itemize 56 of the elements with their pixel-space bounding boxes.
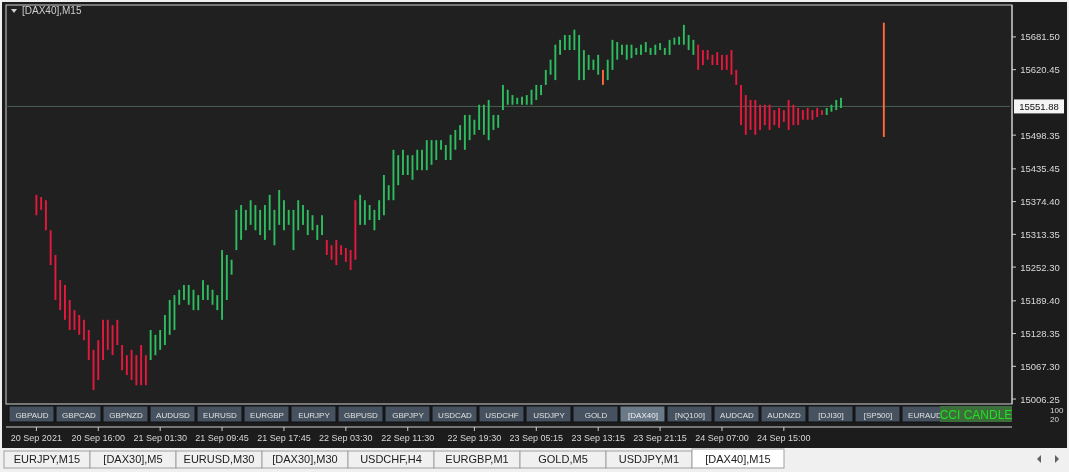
text: [SP500] xyxy=(863,411,893,420)
text: EURJPY,M15 xyxy=(13,453,81,465)
text: [DJI30] xyxy=(818,411,844,420)
x-tick-label: 20 Sep 16:00 xyxy=(71,433,126,443)
text: GBPUSD xyxy=(344,411,379,420)
y-tick-label: 15374.40 xyxy=(1020,196,1060,208)
text: USDJPY,M1 xyxy=(618,453,680,465)
text: [DAX40],M15 xyxy=(705,453,771,465)
text: AUDNZD xyxy=(767,411,801,420)
text: 20 xyxy=(1050,415,1060,424)
x-tick-label: 21 Sep 01:30 xyxy=(133,433,187,443)
x-tick-label: 23 Sep 13:15 xyxy=(571,433,625,443)
x-tick-label: 22 Sep 19:30 xyxy=(447,433,502,443)
text: GBPNZD xyxy=(109,411,143,420)
text: EURJPY xyxy=(298,411,331,420)
text: EURGBP,M1 xyxy=(445,453,509,465)
text: USDCHF,H4 xyxy=(360,453,422,465)
y-tick-label: 15189.40 xyxy=(1020,295,1060,307)
x-tick-label: 20 Sep 2021 xyxy=(10,433,62,443)
text: GBPAUD xyxy=(15,411,49,420)
text: EURGBP xyxy=(250,411,284,420)
text: GOLD,M5 xyxy=(538,453,588,465)
x-tick-label: 24 Sep 15:00 xyxy=(757,433,811,443)
text: GBPCAD xyxy=(62,411,97,420)
y-tick-label: 15620.45 xyxy=(1020,64,1060,76)
y-tick-label: 15313.35 xyxy=(1020,228,1060,240)
text: EURUSD xyxy=(203,411,238,420)
text: [DAX40] xyxy=(628,411,658,420)
text: GOLD xyxy=(584,411,608,420)
x-tick-label: 23 Sep 21:15 xyxy=(633,433,687,443)
y-tick-label: 15128.35 xyxy=(1020,328,1060,340)
y-tick-label: 15498.35 xyxy=(1020,129,1060,141)
text: 100 xyxy=(1050,406,1064,415)
text: [DAX30],M5 xyxy=(103,453,163,465)
text: AUDUSD xyxy=(156,411,191,420)
y-tick-label: 15252.30 xyxy=(1020,261,1060,273)
x-tick-label: 22 Sep 11:30 xyxy=(381,433,435,443)
ref-line-label: 15551.88 xyxy=(1019,100,1059,112)
x-tick-label: 24 Sep 07:00 xyxy=(695,433,749,443)
y-tick-label: 15067.30 xyxy=(1020,360,1060,372)
x-tick-label: 23 Sep 05:15 xyxy=(509,433,564,443)
x-tick-label: 22 Sep 03:30 xyxy=(319,433,373,443)
x-tick-label: 21 Sep 17:45 xyxy=(257,433,311,443)
y-tick-label: 15681.50 xyxy=(1020,31,1060,43)
text: [DAX30],M30 xyxy=(272,453,338,465)
x-tick-label: 21 Sep 09:45 xyxy=(195,433,249,443)
text: AUDCAD xyxy=(720,411,755,420)
text: USDJPY xyxy=(533,411,566,420)
y-tick-label: 15006.25 xyxy=(1020,393,1060,405)
text: GBPJPY xyxy=(392,411,425,420)
chart-title: [DAX40],M15 xyxy=(22,5,82,16)
text: [NQ100] xyxy=(675,411,705,420)
text: EURUSD,M30 xyxy=(183,453,255,465)
text: USDCHF xyxy=(485,411,519,420)
y-tick-label: 15435.45 xyxy=(1020,163,1060,175)
text: USDCAD xyxy=(438,411,473,420)
